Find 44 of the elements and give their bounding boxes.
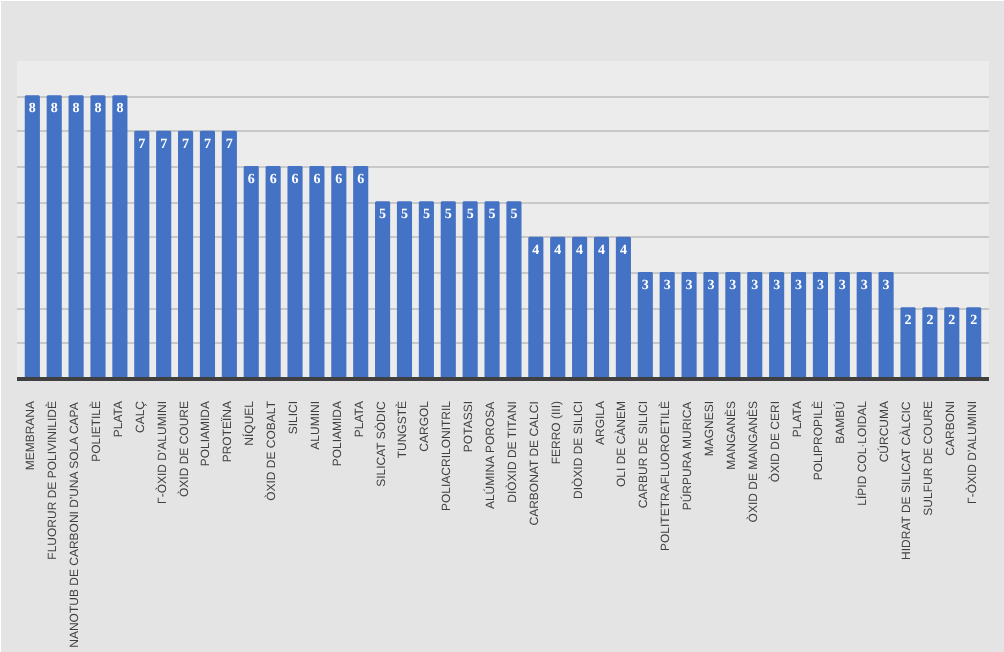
bar: [331, 166, 347, 379]
bar: [287, 166, 303, 379]
bar: [90, 95, 106, 379]
bar: [769, 272, 785, 379]
bar: [199, 130, 216, 379]
bar: [725, 272, 741, 379]
bar: [396, 201, 413, 379]
bar: [834, 272, 850, 379]
bar: [156, 130, 172, 379]
bar: [790, 272, 807, 379]
bar: [484, 201, 500, 379]
bar: [243, 166, 259, 379]
bar: [681, 272, 697, 379]
bar: [353, 166, 369, 379]
bar: [112, 95, 128, 379]
bar: [375, 201, 391, 379]
bar: [944, 307, 960, 379]
bar: [506, 201, 522, 379]
bar: [178, 130, 194, 379]
bar: [309, 166, 325, 379]
bar: [24, 95, 40, 379]
bar: [812, 272, 828, 379]
bar: [462, 201, 478, 379]
bar: [440, 201, 456, 379]
bar: [593, 236, 610, 379]
bar: [46, 95, 62, 379]
bar: [550, 236, 566, 379]
bar: [900, 307, 916, 379]
bar: [221, 130, 237, 379]
bar: [418, 201, 434, 379]
bar: [747, 272, 763, 379]
bar: [615, 236, 631, 379]
bar: [856, 272, 872, 379]
bar: [134, 130, 150, 379]
bar: [922, 307, 938, 379]
bar: [637, 272, 653, 379]
bar: [659, 272, 675, 379]
bar: [572, 236, 588, 379]
bar: [703, 272, 719, 379]
bar: [68, 95, 84, 379]
bar: [528, 236, 544, 379]
bar: [966, 307, 982, 379]
bar: [878, 272, 894, 379]
bar: [265, 166, 281, 379]
